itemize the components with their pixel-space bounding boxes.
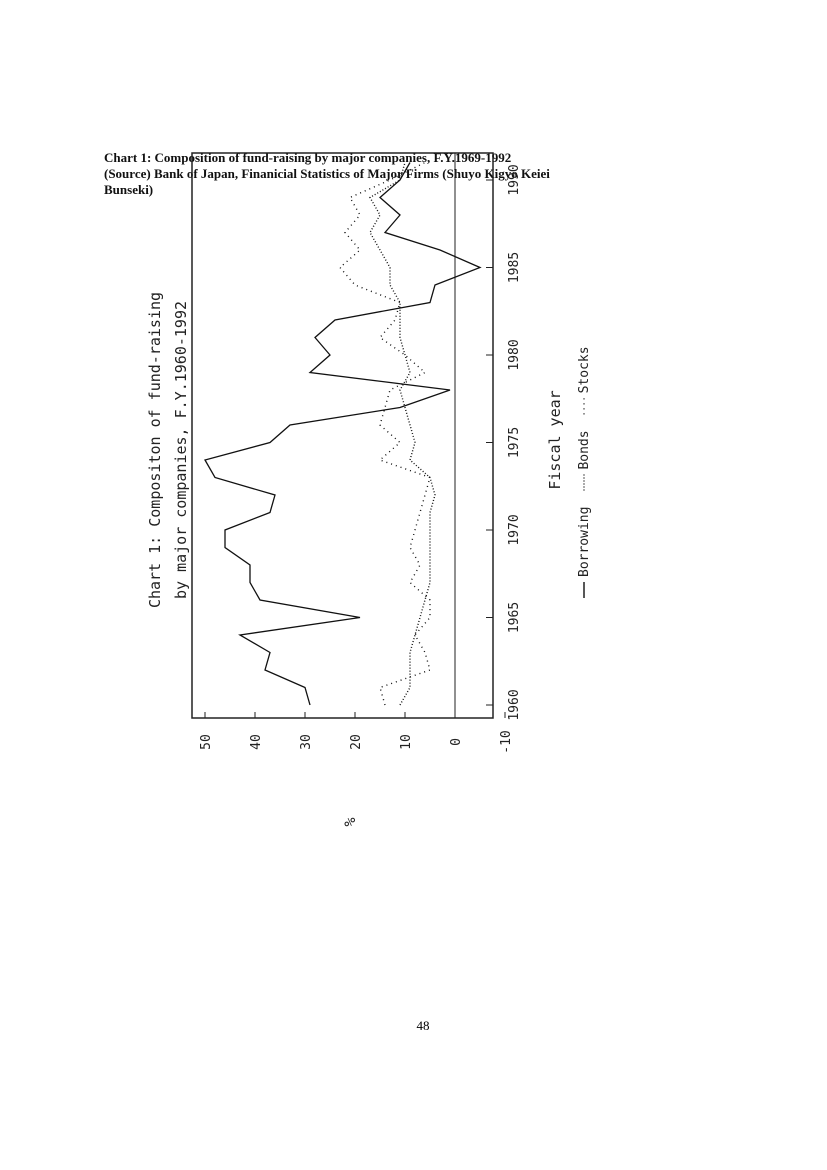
x-tick-label: 1960 <box>507 689 522 720</box>
x-tick-label: 1980 <box>507 339 522 370</box>
y-tick-label: 50 <box>199 734 214 750</box>
y-tick-label: 10 <box>399 734 414 750</box>
y-tick-label: 30 <box>299 734 314 750</box>
y-tick-label: 20 <box>349 734 364 750</box>
series-line <box>369 162 436 706</box>
y-tick-label: 0 <box>449 738 464 746</box>
chart-title: by major companies, F.Y.1960-1992 <box>172 301 190 599</box>
legend-label: Borrowing <box>577 507 592 577</box>
plot-frame <box>191 152 494 719</box>
legend: Borrowing Bonds Stocks <box>577 346 592 598</box>
caption-line: Bunseki) <box>104 182 153 197</box>
caption-line: (Source) Bank of Japan, Finanicial Stati… <box>104 166 550 181</box>
chart-title: Chart 1: Compositon of fund-raising <box>146 292 164 608</box>
page-number: 48 <box>417 1018 430 1033</box>
x-tick-label: 1965 <box>507 602 522 633</box>
legend-label: Bonds <box>577 430 592 469</box>
x-tick-label: 1985 <box>507 252 522 283</box>
x-tick-label: 1975 <box>507 427 522 458</box>
series-line <box>339 161 431 706</box>
series-line <box>204 162 482 706</box>
y-tick-label: 40 <box>249 734 264 750</box>
x-axis-label: Fiscal year <box>546 390 564 489</box>
legend-label: Stocks <box>577 346 592 393</box>
x-tick-label: 1990 <box>507 164 522 195</box>
y-axis-label: % <box>341 817 359 826</box>
y-tick-label: -10 <box>499 730 514 753</box>
x-tick-label: 1970 <box>507 514 522 545</box>
